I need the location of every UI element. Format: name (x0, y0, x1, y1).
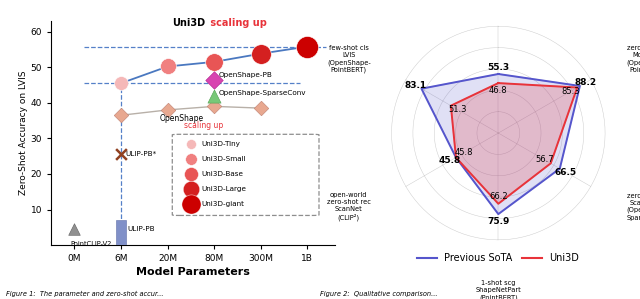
Legend: Previous SoTA, Uni3D: Previous SoTA, Uni3D (413, 249, 583, 267)
Text: ULIP-PB: ULIP-PB (127, 226, 156, 232)
Text: Figure 1:  The parameter and zero-shot accur...: Figure 1: The parameter and zero-shot ac… (6, 291, 164, 297)
Text: 1-shot scg
ShapeNetPart
(PointBERT): 1-shot scg ShapeNetPart (PointBERT) (476, 280, 521, 299)
Polygon shape (451, 83, 577, 204)
Point (255, 51, 266, 56)
Text: 46.8: 46.8 (489, 86, 508, 95)
Point (209, 104, 220, 109)
Text: 45.8: 45.8 (455, 148, 474, 157)
Point (186, 201, 196, 206)
Text: 85.3: 85.3 (561, 87, 580, 96)
Point (302, 44, 312, 49)
Text: open-world
zero-shot rec
ScanNet
(CLIP²): open-world zero-shot rec ScanNet (CLIP²) (327, 192, 371, 221)
Point (69, 227, 79, 231)
Text: zero-shot cls
ModelNet
(OpenShape-
PointBERT): zero-shot cls ModelNet (OpenShape- Point… (626, 45, 640, 73)
Text: 66.5: 66.5 (555, 167, 577, 176)
Point (163, 108, 173, 112)
Point (116, 113, 126, 118)
Text: 55.3: 55.3 (487, 62, 509, 71)
Text: OpenShape-PB: OpenShape-PB (219, 72, 273, 78)
Point (186, 186, 196, 191)
Point (209, 77, 220, 82)
Point (116, 81, 126, 86)
Text: scaling up: scaling up (184, 121, 223, 130)
Point (209, 60, 220, 64)
Polygon shape (422, 74, 580, 214)
Text: 83.1: 83.1 (404, 81, 426, 90)
Point (186, 141, 196, 146)
Text: Uni3D: Uni3D (172, 18, 205, 28)
Text: ULIP-PB*: ULIP-PB* (125, 151, 157, 157)
Text: Uni3D-Small: Uni3D-Small (201, 156, 246, 162)
Text: zero-shot cls
ScanObjNN
(OpenShape-
SparseConv): zero-shot cls ScanObjNN (OpenShape- Spar… (626, 193, 640, 221)
FancyBboxPatch shape (172, 134, 319, 216)
Point (186, 171, 196, 176)
Text: OpenShape-SparseConv: OpenShape-SparseConv (219, 90, 307, 96)
Text: scaling up: scaling up (207, 18, 267, 28)
Y-axis label: Zero-Shot Accuracy on LVIS: Zero-Shot Accuracy on LVIS (19, 71, 28, 195)
Text: Uni3D-giant: Uni3D-giant (201, 201, 244, 207)
Text: 56.7: 56.7 (535, 155, 554, 164)
Point (116, 152, 126, 157)
Point (186, 156, 196, 161)
Text: 45.8: 45.8 (439, 156, 461, 165)
Text: Uni3D-Tiny: Uni3D-Tiny (201, 141, 240, 147)
X-axis label: Model Parameters: Model Parameters (136, 267, 250, 277)
Text: 66.2: 66.2 (489, 192, 508, 201)
Text: 88.2: 88.2 (575, 78, 597, 87)
Point (163, 64, 173, 69)
Text: PointCLIP-V2: PointCLIP-V2 (71, 241, 112, 247)
Text: Figure 2:  Qualitative comparison...: Figure 2: Qualitative comparison... (320, 291, 438, 297)
Text: few-shot cls
LVIS
(OpenShape-
PointBERT): few-shot cls LVIS (OpenShape- PointBERT) (327, 45, 371, 73)
Text: Uni3D-Base: Uni3D-Base (201, 171, 243, 177)
Text: 51.3: 51.3 (448, 105, 467, 114)
Text: Uni3D-Large: Uni3D-Large (201, 186, 246, 192)
Point (255, 106, 266, 111)
Point (209, 94, 220, 99)
Text: 75.9: 75.9 (487, 216, 509, 225)
Text: OpenShape: OpenShape (159, 114, 204, 123)
Bar (116, 220, 126, 245)
